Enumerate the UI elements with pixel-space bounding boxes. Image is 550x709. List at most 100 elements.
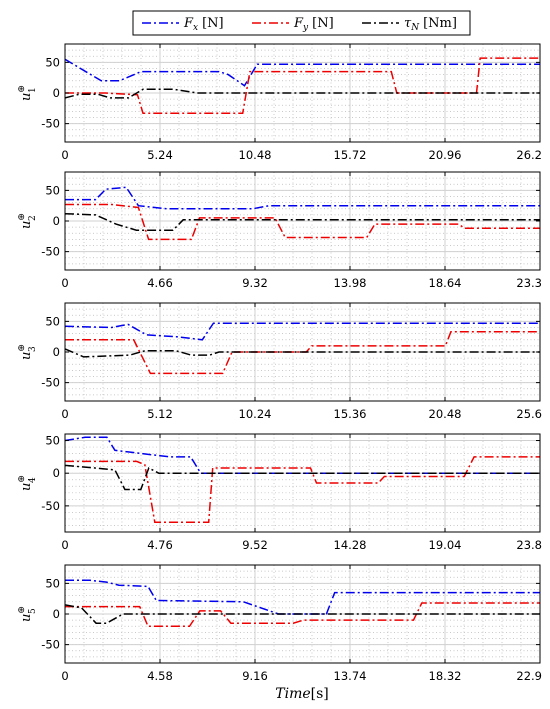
y-label-sub: 1: [28, 87, 38, 93]
y-tick-label: 50: [45, 434, 60, 448]
y-axis-label: u⊕1: [17, 85, 38, 101]
series-line-2: [65, 57, 540, 114]
x-tick-label: 9.16: [242, 669, 268, 683]
series-line-3: [65, 464, 540, 491]
legend-symbol: F: [183, 16, 194, 31]
y-axis-label: u⊕3: [17, 344, 38, 360]
legend-unit: [N]: [202, 16, 224, 31]
y-tick-label: 50: [45, 314, 60, 328]
series-group: [65, 436, 540, 523]
y-label-sup: ⊕: [17, 606, 27, 614]
panel-2: -50 0 50 0 4.66 9.32 13.98 18.64 23.3 u⊕2: [17, 171, 542, 290]
x-tick-label: 15.36: [334, 407, 367, 421]
y-axis-label: u⊕5: [17, 606, 38, 622]
x-tick-label: 4.76: [147, 538, 173, 552]
y-axis-label: u⊕2: [17, 213, 38, 229]
y-label-base: u: [19, 352, 34, 360]
legend-entry-1: Fy [N]: [293, 16, 334, 33]
y-tick-label: -50: [41, 376, 60, 390]
y-label-sup: ⊕: [17, 475, 27, 483]
x-tick-label: 4.58: [147, 669, 173, 683]
y-tick-label: 50: [45, 183, 60, 197]
y-tick-label: 0: [53, 607, 60, 621]
x-tick-label: 20.96: [429, 148, 462, 162]
legend: Fx [N] Fy [N] τN [Nm]: [132, 10, 471, 36]
legend-subscript: x: [193, 23, 198, 33]
x-tick-label: 10.48: [239, 148, 272, 162]
x-tick-label: 18.64: [429, 276, 462, 290]
x-tick-label: 0: [61, 669, 68, 683]
legend-symbol: F: [293, 16, 304, 31]
x-label-rest: [s]: [311, 686, 329, 702]
minor-grid: [65, 434, 540, 532]
y-label-sub: 3: [28, 346, 38, 352]
legend-unit: [N]: [312, 16, 334, 31]
series-line-2: [65, 602, 540, 628]
y-label-sub: 5: [28, 608, 38, 614]
panel-1: -50 0 50 0 5.24 10.48 15.72 20.96 26.2 u⊕1: [17, 43, 542, 162]
legend-entry-2: τN [Nm]: [404, 16, 457, 33]
x-tick-label: 0: [61, 407, 68, 421]
y-label-base: u: [19, 614, 34, 622]
panel-4: -50 0 50 0 4.76 9.52 14.28 19.04 23.8 u⊕4: [17, 433, 542, 552]
legend-unit: [Nm]: [423, 16, 457, 31]
y-axis-label: u⊕4: [17, 475, 38, 491]
y-label-sup: ⊕: [17, 85, 27, 93]
series-group: [65, 322, 540, 375]
y-tick-label: 0: [53, 214, 60, 228]
series-line-3: [65, 604, 540, 624]
x-label-italic: Time: [275, 686, 310, 702]
series-line-3: [65, 212, 540, 231]
y-label-base: u: [19, 483, 34, 491]
series-group: [65, 186, 540, 241]
y-label-sup: ⊕: [17, 213, 27, 221]
x-tick-label: 18.32: [429, 669, 462, 683]
series-line-2: [65, 456, 540, 523]
series-line-3: [65, 88, 540, 99]
panel-3: -50 0 50 0 5.12 10.24 15.36 20.48 25.6 u⊕3: [17, 302, 542, 421]
x-tick-label: 0: [61, 148, 68, 162]
series-line-3: [65, 348, 540, 358]
x-tick-label: 20.48: [429, 407, 462, 421]
x-tick-label: 9.52: [242, 538, 268, 552]
major-grid: [65, 434, 540, 532]
y-label-sub: 4: [28, 477, 38, 483]
x-tick-label: 13.98: [334, 276, 367, 290]
series-line-1: [65, 579, 540, 615]
y-label-sub: 2: [28, 215, 38, 221]
x-tick-label: 0: [61, 538, 68, 552]
panel-5: -50 0 50 0 4.58 9.16 13.74 18.32 22.9 u⊕5: [17, 564, 542, 683]
x-tick-label: 14.28: [334, 538, 367, 552]
x-tick-label: 15.72: [334, 148, 367, 162]
x-tick-label: 22.9: [516, 669, 542, 683]
x-tick-label: 4.66: [147, 276, 173, 290]
x-tick-label: 10.24: [239, 407, 272, 421]
legend-symbol: τ: [404, 16, 412, 31]
series-line-2: [65, 203, 540, 241]
y-tick-label: 50: [45, 576, 60, 590]
y-label-base: u: [19, 93, 34, 101]
x-axis-label: Time[s]: [275, 686, 329, 702]
y-tick-label: 0: [53, 466, 60, 480]
series-line-1: [65, 58, 540, 87]
x-tick-label: 5.24: [147, 148, 173, 162]
x-tick-label: 9.32: [242, 276, 268, 290]
y-tick-label: -50: [41, 117, 60, 131]
y-tick-label: -50: [41, 638, 60, 652]
y-tick-label: 0: [53, 86, 60, 100]
x-tick-label: 23.3: [516, 276, 542, 290]
series-group: [65, 57, 540, 114]
x-tick-label: 19.04: [429, 538, 462, 552]
major-grid: [65, 172, 540, 270]
series-line-1: [65, 322, 540, 341]
legend-box: [132, 10, 471, 36]
x-tick-label: 0: [61, 276, 68, 290]
axes-frame: [64, 433, 541, 533]
x-tick-label: 13.74: [334, 669, 367, 683]
x-tick-label: 23.8: [516, 538, 542, 552]
legend-entry-0: Fx [N]: [183, 16, 224, 33]
legend-subscript: y: [302, 23, 309, 33]
y-tick-label: -50: [41, 245, 60, 259]
x-tick-label: 5.12: [147, 407, 173, 421]
